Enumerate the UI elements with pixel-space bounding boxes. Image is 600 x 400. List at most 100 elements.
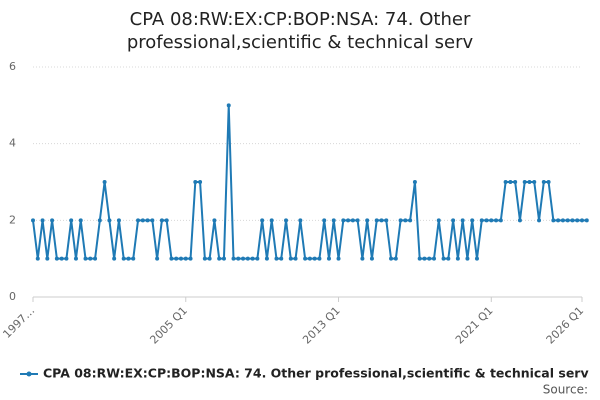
- data-point: [556, 218, 561, 223]
- data-point: [88, 256, 93, 261]
- x-tick-label: 2026 Q1: [544, 304, 587, 347]
- data-point: [474, 256, 479, 261]
- data-point: [489, 218, 494, 223]
- data-point: [279, 256, 284, 261]
- data-point: [427, 256, 432, 261]
- data-point: [560, 218, 565, 223]
- data-point: [59, 256, 64, 261]
- data-point: [341, 218, 346, 223]
- data-point: [78, 218, 83, 223]
- data-point: [226, 103, 231, 108]
- data-point: [102, 180, 107, 184]
- x-tick-label: 1997…: [0, 304, 37, 341]
- data-point: [164, 218, 169, 223]
- data-point: [107, 218, 112, 223]
- data-point: [121, 256, 126, 261]
- data-point: [465, 256, 470, 261]
- data-point: [451, 218, 456, 223]
- data-point: [570, 218, 575, 223]
- data-point: [198, 180, 203, 184]
- data-point: [537, 218, 542, 223]
- data-point: [517, 218, 522, 223]
- data-point: [317, 256, 322, 261]
- data-point: [379, 218, 384, 223]
- data-point: [393, 256, 398, 261]
- data-point: [69, 218, 74, 223]
- data-point: [408, 218, 413, 223]
- data-point: [446, 256, 451, 261]
- data-point: [260, 218, 265, 223]
- data-point: [336, 256, 341, 261]
- data-point: [460, 218, 465, 223]
- data-point: [245, 256, 250, 261]
- data-point: [350, 218, 355, 223]
- data-point: [274, 256, 279, 261]
- data-point: [136, 218, 141, 223]
- x-tick-label: 2013 Q1: [300, 304, 343, 347]
- data-point: [307, 256, 312, 261]
- data-point: [54, 256, 59, 261]
- data-point: [140, 218, 145, 223]
- data-point: [417, 256, 422, 261]
- y-tick-label: 6: [9, 60, 16, 73]
- data-point: [159, 218, 164, 223]
- data-point: [64, 256, 69, 261]
- data-point: [212, 218, 217, 223]
- data-point: [31, 218, 35, 223]
- data-point: [50, 218, 55, 223]
- data-point: [293, 256, 298, 261]
- data-point: [441, 256, 446, 261]
- data-point: [93, 256, 98, 261]
- data-point: [513, 180, 518, 184]
- data-point: [150, 218, 155, 223]
- data-point: [498, 218, 503, 223]
- data-point: [331, 218, 336, 223]
- data-point: [369, 256, 374, 261]
- y-tick-label: 0: [9, 290, 16, 303]
- data-point: [527, 180, 532, 184]
- data-point: [112, 256, 117, 261]
- data-point: [145, 218, 150, 223]
- data-point: [207, 256, 212, 261]
- data-point: [403, 218, 408, 223]
- data-point: [522, 180, 527, 184]
- data-point: [169, 256, 174, 261]
- data-point: [398, 218, 403, 223]
- data-point: [470, 218, 475, 223]
- source-label: Source:: [543, 383, 588, 397]
- data-point: [355, 218, 360, 223]
- data-point: [126, 256, 131, 261]
- data-point: [236, 256, 241, 261]
- data-point: [322, 218, 327, 223]
- data-point: [374, 218, 379, 223]
- chart-title: CPA 08:RW:EX:CP:BOP:NSA: 74. Other profe…: [126, 9, 474, 53]
- data-point: [231, 256, 236, 261]
- data-point: [455, 256, 460, 261]
- data-point: [221, 256, 226, 261]
- data-point: [532, 180, 537, 184]
- data-point: [303, 256, 308, 261]
- data-point: [484, 218, 489, 223]
- data-point: [312, 256, 317, 261]
- data-point: [116, 218, 121, 223]
- data-point: [389, 256, 394, 261]
- data-point: [494, 218, 499, 223]
- data-point: [174, 256, 179, 261]
- data-point: [288, 256, 293, 261]
- data-point: [508, 180, 513, 184]
- data-point: [284, 218, 289, 223]
- data-point: [73, 256, 78, 261]
- data-point: [178, 256, 183, 261]
- data-point: [503, 180, 508, 184]
- data-point: [422, 256, 427, 261]
- data-point: [264, 256, 269, 261]
- data-point: [546, 180, 551, 184]
- data-point: [202, 256, 207, 261]
- data-point: [541, 180, 546, 184]
- data-point: [575, 218, 580, 223]
- data-point: [45, 256, 50, 261]
- data-point: [346, 218, 351, 223]
- data-point: [241, 256, 246, 261]
- data-point: [412, 180, 417, 184]
